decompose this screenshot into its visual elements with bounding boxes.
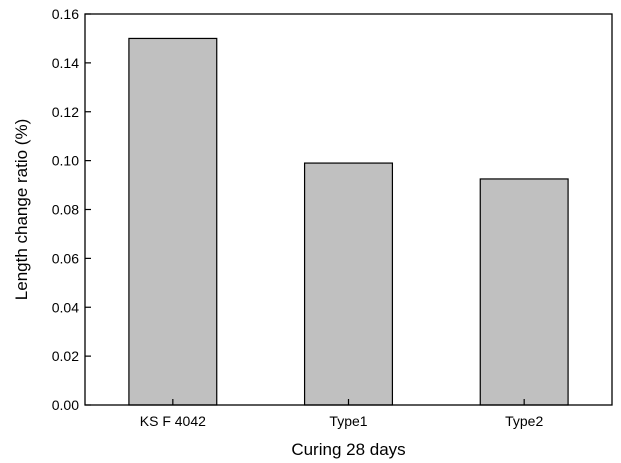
y-axis-title: Length change ratio (%) [12, 119, 31, 300]
y-tick-label: 0.14 [52, 55, 79, 71]
x-tick-label: KS F 4042 [140, 413, 206, 429]
y-tick-label: 0.16 [52, 6, 79, 22]
y-tick-label: 0.04 [52, 299, 79, 315]
x-tick-label: Type2 [505, 413, 543, 429]
x-tick-label: Type1 [329, 413, 367, 429]
x-axis-ticks: KS F 4042 Type1 Type2 [140, 399, 543, 429]
y-tick-label: 0.12 [52, 104, 79, 120]
y-tick-label: 0.08 [52, 202, 79, 218]
bar-type1 [303, 162, 394, 406]
y-tick-label: 0.10 [52, 153, 79, 169]
bar-type2 [479, 178, 569, 406]
bar-ks-f-4042 [128, 37, 218, 406]
y-axis-ticks: 0.00 0.02 0.04 0.06 0.08 0.10 0.12 0.14 0.16 [52, 6, 91, 413]
bars-layer [128, 37, 569, 406]
y-tick-label: 0.02 [52, 348, 79, 364]
y-tick-label: 0.00 [52, 397, 79, 413]
y-tick-label: 0.06 [52, 250, 79, 266]
x-axis-title: Curing 28 days [291, 440, 405, 459]
